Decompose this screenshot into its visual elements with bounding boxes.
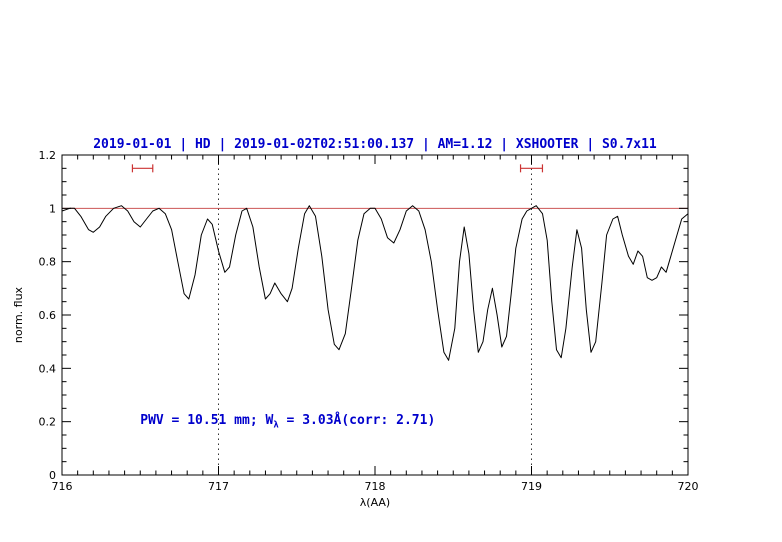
pwv-annotation-lambda-sub: λ — [273, 420, 279, 431]
x-axis-label: λ(AA) — [360, 496, 390, 509]
y-tick-label: 0.2 — [39, 416, 57, 429]
x-tick-label: 718 — [365, 480, 386, 493]
y-tick-label: 0 — [49, 469, 56, 482]
x-tick-label: 716 — [52, 480, 73, 493]
y-tick-label: 0.4 — [39, 362, 57, 375]
y-tick-label: 0.8 — [39, 256, 57, 269]
y-axis-label: norm. flux — [12, 286, 25, 343]
plot-title: 2019-01-01 | HD | 2019-01-02T02:51:00.13… — [93, 137, 657, 152]
y-tick-label: 1 — [49, 202, 56, 215]
y-tick-label: 1.2 — [39, 149, 57, 162]
pwv-annotation-post: = 3.03Å(corr: 2.71) — [278, 412, 436, 428]
y-tick-label: 0.6 — [39, 309, 57, 322]
spectrum-line — [61, 205, 689, 361]
x-tick-label: 720 — [678, 480, 699, 493]
x-tick-label: 719 — [521, 480, 542, 493]
pwv-annotation-pre: PWV = 10.51 mm; W — [140, 412, 274, 428]
pwv-annotation: PWV = 10.51 mm; Wλ = 3.03Å(corr: 2.71) — [140, 413, 435, 431]
x-tick-label: 717 — [208, 480, 229, 493]
